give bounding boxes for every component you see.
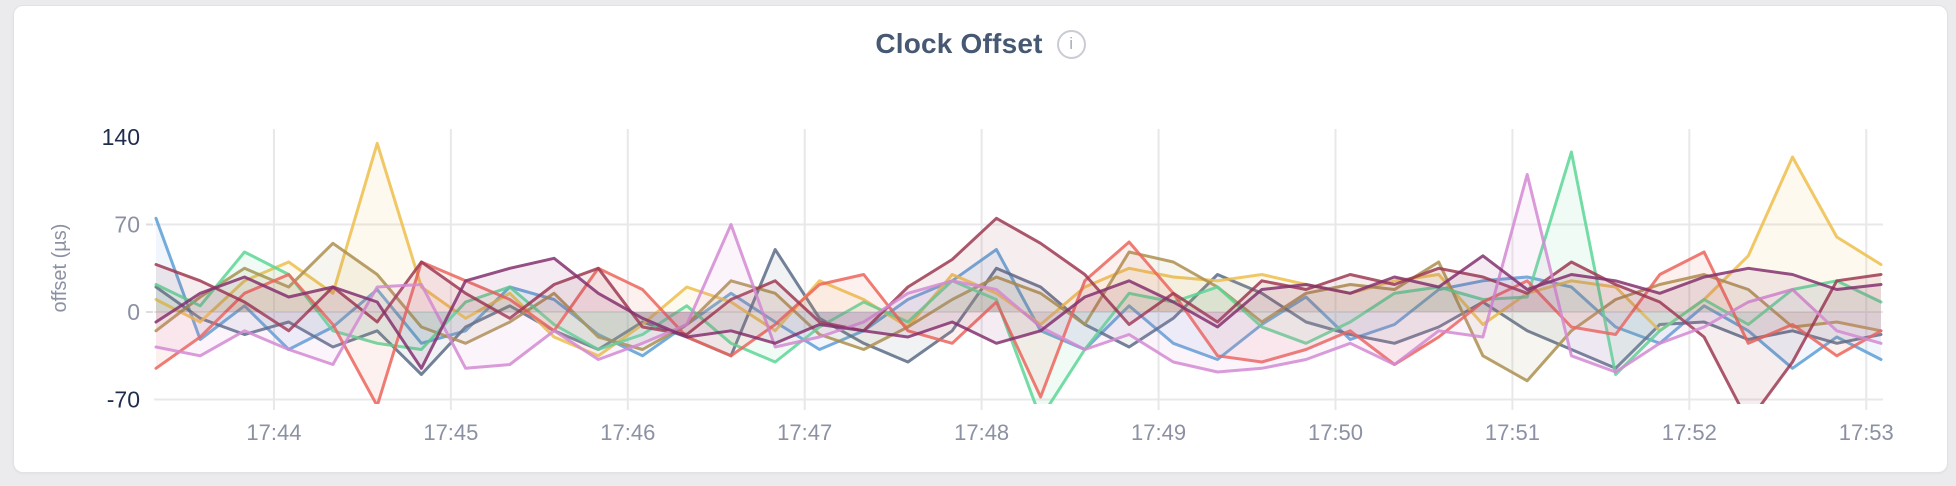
chart-card: Clock Offset i 17:44 17:45 17:46 17:47 17:48… (13, 5, 1948, 473)
y-tick-label: -70 (107, 387, 140, 413)
clock-offset-chart[interactable]: 17:44 17:45 17:46 17:47 17:48 17:49 17:50 17:51… (14, 6, 1947, 472)
axis-layer: 17:44 17:45 17:46 17:47 17:48 17:49 17:50 17:51… (102, 124, 1894, 445)
x-tick-label: 17:48 (954, 420, 1009, 445)
x-tick-label: 17:45 (423, 420, 478, 445)
series-area-series-1 (156, 218, 1881, 369)
y-tick-label: 70 (114, 212, 140, 238)
series-area-series-3 (156, 143, 1881, 356)
series-area-series-6 (156, 242, 1881, 404)
x-tick-label: 17:44 (246, 420, 301, 445)
series-line-series-4 (154, 241, 1883, 383)
series-area-series-9 (156, 255, 1881, 369)
y-tick-label: 140 (102, 124, 140, 150)
series-line-series-7 (154, 216, 1883, 404)
series-area-series-7 (156, 218, 1881, 404)
series-layer (154, 141, 1883, 404)
chart-title: Clock Offset (875, 28, 1043, 59)
series-line-series-1 (154, 216, 1883, 370)
x-tick-label: 17:47 (777, 420, 832, 445)
info-icon[interactable]: i (1056, 29, 1086, 59)
x-tick-label: 17:51 (1485, 420, 1540, 445)
x-tick-label: 17:52 (1662, 420, 1717, 445)
x-tick-label: 17:46 (600, 420, 655, 445)
series-line-series-2 (154, 248, 1883, 376)
x-tick-label: 17:53 (1839, 420, 1894, 445)
series-line-series-9 (154, 254, 1883, 370)
series-line-series-6 (154, 240, 1883, 404)
y-axis-title: offset (µs) (49, 224, 71, 313)
chart-header: Clock Offset i (14, 28, 1947, 60)
x-tick-label: 17:49 (1131, 420, 1186, 445)
y-tick-label: 0 (127, 299, 140, 325)
x-tick-label: 17:50 (1308, 420, 1363, 445)
series-area-series-5 (156, 152, 1881, 404)
series-area-series-8 (156, 174, 1881, 372)
